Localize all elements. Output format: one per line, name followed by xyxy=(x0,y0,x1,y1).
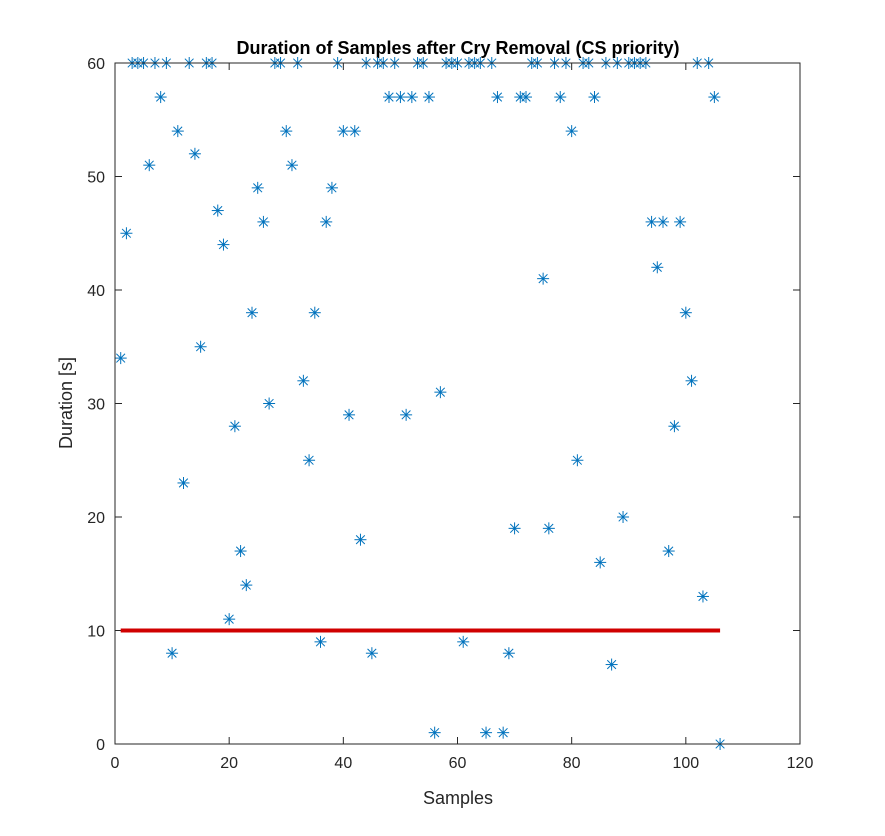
data-point xyxy=(171,125,184,138)
x-tick-label: 60 xyxy=(449,755,467,772)
x-tick-label: 20 xyxy=(220,755,238,772)
data-point xyxy=(188,147,201,160)
data-point xyxy=(405,91,418,104)
y-tick-label: 0 xyxy=(96,737,105,754)
data-point xyxy=(194,340,207,353)
y-tick-label: 10 xyxy=(87,624,105,641)
data-point xyxy=(588,91,601,104)
data-point xyxy=(480,726,493,739)
data-point xyxy=(394,91,407,104)
data-point xyxy=(696,590,709,603)
chart-title: Duration of Samples after Cry Removal (C… xyxy=(236,38,679,58)
data-point xyxy=(154,91,167,104)
data-point xyxy=(303,454,316,467)
x-tick-label: 40 xyxy=(334,755,352,772)
data-point xyxy=(434,386,447,399)
data-point xyxy=(240,579,253,592)
data-point xyxy=(645,215,658,228)
data-point xyxy=(685,374,698,387)
data-point xyxy=(217,238,230,251)
data-point xyxy=(257,215,270,228)
data-point xyxy=(143,159,156,172)
data-point xyxy=(400,408,413,421)
data-point xyxy=(657,215,669,228)
data-point xyxy=(508,522,521,535)
y-tick-label: 30 xyxy=(87,397,105,414)
data-point xyxy=(457,635,470,648)
data-point xyxy=(502,647,515,660)
data-point xyxy=(177,476,190,489)
data-point xyxy=(491,91,504,104)
x-tick-label: 100 xyxy=(672,755,699,772)
y-tick-label: 50 xyxy=(87,170,105,187)
data-point xyxy=(228,420,241,433)
data-point xyxy=(223,613,236,626)
data-point xyxy=(422,91,435,104)
data-point xyxy=(120,227,133,240)
x-tick-label: 80 xyxy=(563,755,581,772)
data-point xyxy=(520,91,532,104)
data-point xyxy=(679,306,692,319)
data-point xyxy=(320,215,333,228)
data-point xyxy=(571,454,584,467)
data-point xyxy=(565,125,578,138)
x-tick-label: 0 xyxy=(111,755,120,772)
data-point xyxy=(354,533,367,546)
plot-frame xyxy=(114,62,801,745)
data-point xyxy=(263,397,276,410)
data-point xyxy=(365,647,378,660)
data-point xyxy=(554,91,567,104)
data-point xyxy=(325,181,338,194)
y-tick-label: 60 xyxy=(87,56,105,73)
data-point xyxy=(594,556,607,569)
x-tick-label: 120 xyxy=(787,755,814,772)
x-axis-label: Samples xyxy=(423,788,493,808)
data-point xyxy=(251,181,264,194)
data-point xyxy=(383,91,395,104)
y-tick-label: 40 xyxy=(87,283,105,300)
data-point xyxy=(246,306,258,319)
data-point xyxy=(651,261,664,274)
data-point xyxy=(280,125,293,138)
data-point xyxy=(308,306,321,319)
data-point xyxy=(348,125,361,138)
data-point xyxy=(297,374,310,387)
data-point xyxy=(542,522,555,535)
axis-ticks: 0 20 40 60 80 100 120 0 10 20 30 40 50 60 xyxy=(87,56,813,772)
data-point xyxy=(617,511,630,523)
data-point xyxy=(285,159,298,172)
data-point xyxy=(211,204,224,217)
data-point xyxy=(234,545,247,558)
data-point xyxy=(605,658,618,671)
data-point xyxy=(668,420,681,433)
data-point xyxy=(674,215,687,228)
data-point xyxy=(114,352,127,365)
data-point xyxy=(537,272,550,285)
data-point xyxy=(708,91,721,104)
data-point xyxy=(497,726,510,739)
y-tick-label: 20 xyxy=(87,510,105,527)
data-point xyxy=(314,635,327,648)
y-axis-label: Duration [s] xyxy=(56,357,76,449)
data-point xyxy=(343,408,356,421)
data-point xyxy=(166,647,179,660)
data-point xyxy=(428,726,441,739)
data-point xyxy=(337,125,350,138)
data-point xyxy=(662,545,675,558)
